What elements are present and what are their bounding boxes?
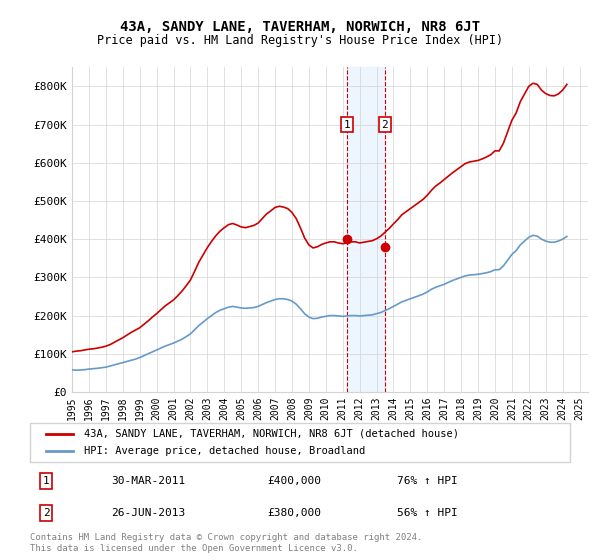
- Text: Contains HM Land Registry data © Crown copyright and database right 2024.
This d: Contains HM Land Registry data © Crown c…: [30, 533, 422, 553]
- Text: £380,000: £380,000: [268, 508, 322, 518]
- Bar: [347, 67, 385, 392]
- Text: HPI: Average price, detached house, Broadland: HPI: Average price, detached house, Broa…: [84, 446, 365, 456]
- Text: 1: 1: [344, 119, 350, 129]
- Text: £400,000: £400,000: [268, 476, 322, 486]
- Text: 76% ↑ HPI: 76% ↑ HPI: [397, 476, 458, 486]
- Text: 43A, SANDY LANE, TAVERHAM, NORWICH, NR8 6JT (detached house): 43A, SANDY LANE, TAVERHAM, NORWICH, NR8 …: [84, 429, 459, 439]
- Text: 43A, SANDY LANE, TAVERHAM, NORWICH, NR8 6JT: 43A, SANDY LANE, TAVERHAM, NORWICH, NR8 …: [120, 20, 480, 34]
- Text: 56% ↑ HPI: 56% ↑ HPI: [397, 508, 458, 518]
- Text: Price paid vs. HM Land Registry's House Price Index (HPI): Price paid vs. HM Land Registry's House …: [97, 34, 503, 46]
- Text: 30-MAR-2011: 30-MAR-2011: [111, 476, 185, 486]
- Text: 2: 2: [382, 119, 388, 129]
- Text: 1: 1: [43, 476, 50, 486]
- Text: 26-JUN-2013: 26-JUN-2013: [111, 508, 185, 518]
- Text: 2: 2: [43, 508, 50, 518]
- FancyBboxPatch shape: [30, 423, 570, 462]
